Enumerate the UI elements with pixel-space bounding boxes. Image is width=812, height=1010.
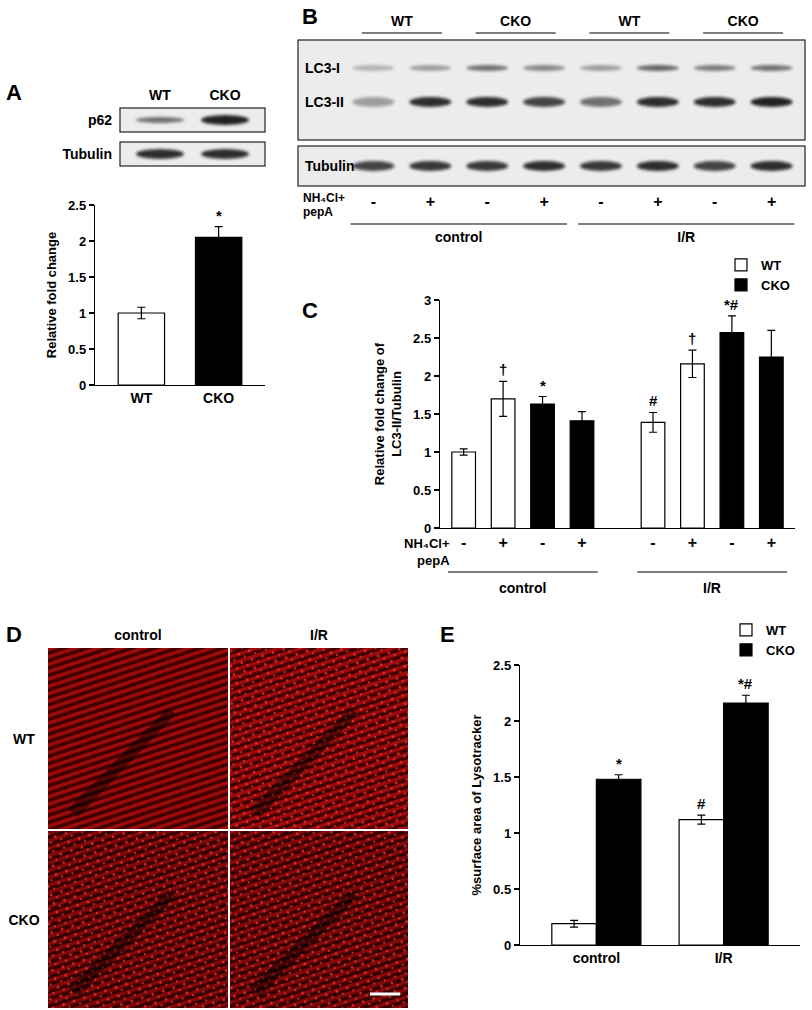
svg-text:NH₄Cl+pepA: NH₄Cl+pepA bbox=[404, 536, 450, 568]
svg-text:-: - bbox=[461, 534, 466, 551]
svg-text:+: + bbox=[653, 193, 662, 210]
svg-text:Tubulin: Tubulin bbox=[63, 146, 113, 162]
svg-text:B: B bbox=[302, 4, 318, 29]
svg-text:control: control bbox=[114, 627, 161, 643]
svg-text:A: A bbox=[6, 80, 22, 105]
svg-text:-: - bbox=[729, 534, 734, 551]
svg-text:2.5: 2.5 bbox=[413, 331, 431, 346]
svg-text:1: 1 bbox=[424, 445, 431, 460]
svg-text:1.5: 1.5 bbox=[413, 407, 431, 422]
svg-text:WT: WT bbox=[130, 390, 152, 406]
svg-text:†: † bbox=[499, 361, 507, 378]
svg-text:CKO: CKO bbox=[728, 13, 759, 29]
svg-text:p62: p62 bbox=[88, 112, 112, 128]
svg-text:CKO: CKO bbox=[209, 87, 240, 103]
svg-text:CKO: CKO bbox=[500, 13, 531, 29]
svg-text:-: - bbox=[485, 193, 490, 210]
svg-text:%surface area of Lysotracker: %surface area of Lysotracker bbox=[469, 715, 484, 896]
svg-text:I/R: I/R bbox=[703, 580, 721, 596]
svg-text:D: D bbox=[6, 622, 22, 647]
svg-text:Relative fold change: Relative fold change bbox=[44, 232, 59, 358]
svg-text:+: + bbox=[426, 193, 435, 210]
svg-text:E: E bbox=[440, 622, 455, 647]
svg-text:C: C bbox=[302, 298, 318, 323]
svg-text:CKO: CKO bbox=[8, 912, 39, 928]
svg-text:2: 2 bbox=[504, 714, 511, 729]
svg-text:*#: *# bbox=[738, 675, 753, 692]
svg-text:2.5: 2.5 bbox=[493, 658, 511, 673]
svg-text:-: - bbox=[650, 534, 655, 551]
svg-text:#: # bbox=[697, 795, 706, 812]
svg-text:2.5: 2.5 bbox=[68, 198, 86, 213]
svg-text:control: control bbox=[435, 229, 482, 245]
svg-text:+: + bbox=[498, 534, 507, 551]
svg-text:+: + bbox=[767, 534, 776, 551]
svg-text:control: control bbox=[573, 950, 620, 966]
svg-text:CKO: CKO bbox=[766, 643, 795, 658]
svg-text:-: - bbox=[540, 534, 545, 551]
svg-text:2: 2 bbox=[79, 234, 86, 249]
svg-text:2: 2 bbox=[424, 369, 431, 384]
svg-text:-: - bbox=[712, 193, 717, 210]
svg-text:1: 1 bbox=[79, 306, 86, 321]
svg-text:+: + bbox=[767, 193, 776, 210]
svg-text:0.5: 0.5 bbox=[413, 483, 431, 498]
svg-text:LC3-II: LC3-II bbox=[305, 94, 344, 110]
svg-text:Relative fold change ofLC3-II/: Relative fold change ofLC3-II/Tubulin bbox=[372, 342, 404, 485]
svg-text:CKO: CKO bbox=[761, 278, 790, 293]
svg-text:*: * bbox=[616, 755, 622, 772]
svg-text:WT: WT bbox=[766, 623, 786, 638]
svg-text:CKO: CKO bbox=[203, 390, 234, 406]
svg-text:I/R: I/R bbox=[715, 950, 733, 966]
svg-text:3: 3 bbox=[424, 293, 431, 308]
svg-text:Tubulin: Tubulin bbox=[305, 158, 355, 174]
svg-text:WT: WT bbox=[149, 87, 171, 103]
svg-text:+: + bbox=[577, 534, 586, 551]
svg-text:+: + bbox=[688, 534, 697, 551]
svg-text:*: * bbox=[216, 207, 222, 224]
svg-text:0.5: 0.5 bbox=[493, 882, 511, 897]
svg-text:I/R: I/R bbox=[310, 627, 328, 643]
svg-text:0.5: 0.5 bbox=[68, 342, 86, 357]
svg-text:1: 1 bbox=[504, 826, 511, 841]
svg-text:+: + bbox=[539, 193, 548, 210]
svg-text:0: 0 bbox=[424, 521, 431, 536]
svg-text:NH₄Cl+pepA: NH₄Cl+pepA bbox=[303, 191, 345, 219]
svg-text:WT: WT bbox=[13, 731, 35, 747]
svg-text:LC3-I: LC3-I bbox=[305, 60, 340, 76]
svg-text:#: # bbox=[649, 392, 658, 409]
svg-text:*: * bbox=[540, 377, 546, 394]
svg-text:WT: WT bbox=[761, 258, 781, 273]
svg-text:I/R: I/R bbox=[677, 229, 695, 245]
svg-text:1.5: 1.5 bbox=[493, 770, 511, 785]
svg-text:*#: *# bbox=[724, 296, 739, 313]
svg-text:0: 0 bbox=[79, 378, 86, 393]
svg-text:-: - bbox=[371, 193, 376, 210]
svg-text:0: 0 bbox=[504, 938, 511, 953]
svg-text:control: control bbox=[499, 580, 546, 596]
svg-text:-: - bbox=[598, 193, 603, 210]
svg-text:1.5: 1.5 bbox=[68, 270, 86, 285]
svg-text:WT: WT bbox=[391, 13, 413, 29]
svg-text:WT: WT bbox=[618, 13, 640, 29]
svg-text:†: † bbox=[688, 330, 696, 347]
